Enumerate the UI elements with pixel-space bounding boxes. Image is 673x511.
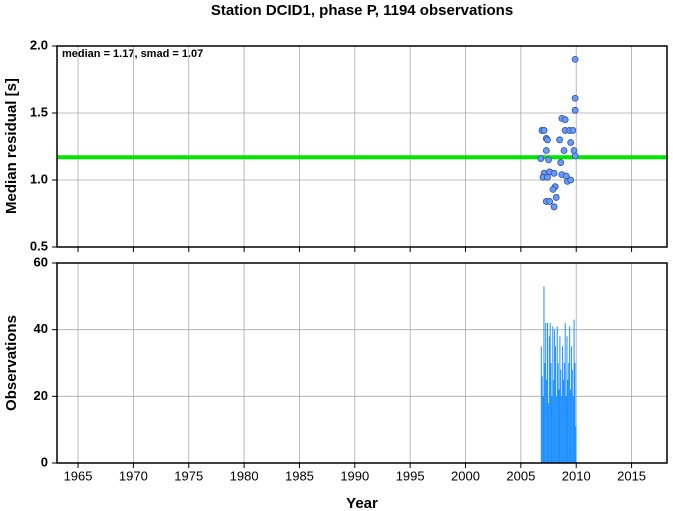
y-tick-label: 1.5 xyxy=(30,104,48,119)
x-tick-label: 2010 xyxy=(562,468,591,483)
point xyxy=(537,155,545,162)
bar xyxy=(556,326,558,463)
bar xyxy=(569,326,571,463)
point xyxy=(570,147,578,154)
x-tick-label: 1965 xyxy=(64,468,93,483)
y-tick-label: 0.5 xyxy=(30,238,48,253)
bar xyxy=(566,336,568,463)
bar xyxy=(558,389,560,463)
bar xyxy=(554,346,556,463)
bar xyxy=(562,346,564,463)
point xyxy=(560,147,568,154)
bar xyxy=(548,336,550,463)
y-tick-label: 0 xyxy=(41,454,48,469)
bar xyxy=(565,396,567,463)
bar xyxy=(568,363,570,463)
bar xyxy=(570,389,572,463)
x-tick-label: 2005 xyxy=(506,468,535,483)
point xyxy=(544,136,551,144)
point xyxy=(542,147,550,154)
point xyxy=(571,106,579,114)
bar xyxy=(573,319,575,463)
bar xyxy=(560,369,562,463)
point xyxy=(571,152,579,160)
bar xyxy=(561,396,563,463)
bar xyxy=(571,369,573,463)
y-tick-label: 20 xyxy=(34,388,48,403)
point xyxy=(550,169,558,177)
x-tick-label: 1975 xyxy=(174,468,203,483)
bar xyxy=(557,363,559,463)
y-tick-label: 2.0 xyxy=(30,37,48,52)
x-tick-label: 1970 xyxy=(119,468,148,483)
frame xyxy=(56,45,668,248)
y-axis-label: Observations xyxy=(3,315,20,411)
point xyxy=(546,198,554,205)
y-tick-label: 60 xyxy=(34,254,48,269)
y-axis-label: Median residual [s] xyxy=(3,78,20,214)
x-tick-label: 1995 xyxy=(396,468,425,483)
bar xyxy=(540,346,542,463)
point xyxy=(550,203,558,211)
bar xyxy=(552,326,554,463)
bar xyxy=(570,346,572,463)
x-tick-label: 1990 xyxy=(340,468,369,483)
bar xyxy=(555,396,557,463)
bar xyxy=(572,396,574,463)
bar xyxy=(543,286,545,463)
point xyxy=(540,127,548,134)
point xyxy=(571,94,579,102)
point xyxy=(567,139,575,146)
bar xyxy=(551,396,553,463)
bar xyxy=(559,336,561,463)
bar xyxy=(546,323,548,463)
point xyxy=(557,159,565,166)
frame xyxy=(56,262,668,464)
point xyxy=(549,185,557,193)
bar xyxy=(564,323,566,463)
point xyxy=(544,173,551,181)
chart-title: Station DCID1, phase P, 1194 observation… xyxy=(211,2,513,19)
point xyxy=(545,156,552,164)
y-tick-label: 1.0 xyxy=(30,171,48,186)
point xyxy=(571,56,579,63)
x-tick-label: 1985 xyxy=(285,468,314,483)
bar xyxy=(574,363,576,463)
bar xyxy=(550,363,552,463)
annotation: median = 1.17, smad = 1.07 xyxy=(62,48,203,60)
bar xyxy=(575,426,577,463)
bar xyxy=(542,396,544,463)
y-tick-label: 40 xyxy=(34,321,48,336)
bar xyxy=(545,323,547,463)
point xyxy=(567,176,575,184)
x-axis-label: Year xyxy=(346,495,378,511)
bar xyxy=(554,329,556,463)
point xyxy=(552,194,560,201)
bar xyxy=(553,379,555,463)
bar xyxy=(549,323,551,463)
bar xyxy=(544,363,546,463)
bar xyxy=(541,376,543,463)
point xyxy=(569,127,577,134)
bar xyxy=(546,379,548,463)
bar xyxy=(563,363,565,463)
bar xyxy=(567,379,569,463)
x-tick-label: 2000 xyxy=(451,468,480,483)
x-tick-label: 1980 xyxy=(230,468,259,483)
point xyxy=(556,136,564,144)
bar xyxy=(562,379,564,463)
x-tick-label: 2015 xyxy=(617,468,646,483)
bar xyxy=(547,403,549,463)
point xyxy=(561,116,569,124)
